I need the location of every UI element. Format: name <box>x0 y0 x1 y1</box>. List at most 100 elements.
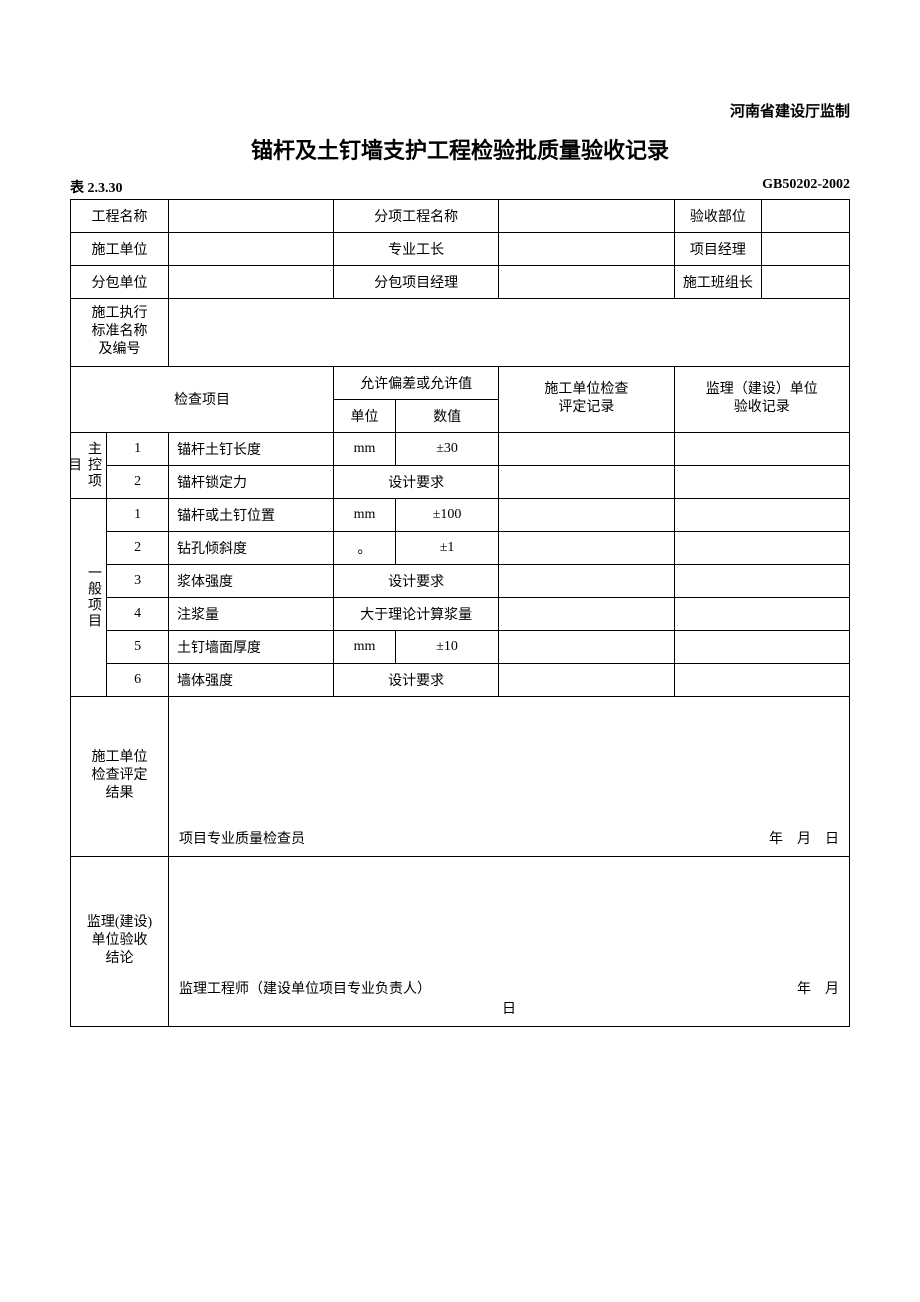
main-group-label: 主控项目 <box>71 432 107 498</box>
gen-check-4 <box>499 597 674 630</box>
gen-supervise-2 <box>674 531 849 564</box>
supervise-date-d: 日 <box>502 998 516 1018</box>
project-name-value <box>169 200 334 233</box>
main-check-2 <box>499 465 674 498</box>
foreman-label: 专业工长 <box>334 233 499 266</box>
gen-row-2: 2 钻孔倾斜度 。 ±1 <box>71 531 850 564</box>
main-row-1: 主控项目 1 锚杆土钉长度 mm ±30 <box>71 432 850 465</box>
gen-item-4: 注浆量 <box>169 597 334 630</box>
gen-supervise-1 <box>674 498 849 531</box>
construct-result-area: 项目专业质量检查员 年 月 日 <box>169 696 850 856</box>
accept-part-value <box>762 200 849 232</box>
subcontract-pm-value <box>499 266 674 299</box>
gen-value-2: ±1 <box>396 531 499 564</box>
construct-unit-value <box>169 233 334 266</box>
exec-standard-label: 施工执行标准名称及编号 <box>71 299 169 367</box>
value-header: 数值 <box>396 399 499 432</box>
gen-unit-1: mm <box>334 498 396 531</box>
foreman-value <box>499 233 674 266</box>
gen-check-2 <box>499 531 674 564</box>
gen-row-4: 4 注浆量 大于理论计算浆量 <box>71 597 850 630</box>
check-item-header: 检查项目 <box>71 366 334 432</box>
gen-check-6 <box>499 663 674 696</box>
construct-check-header: 施工单位检查评定记录 <box>499 366 674 432</box>
main-no-2: 2 <box>107 465 169 498</box>
supervise-check-header: 监理（建设）单位验收记录 <box>674 366 849 432</box>
gen-check-1 <box>499 498 674 531</box>
gen-check-3 <box>499 564 674 597</box>
main-value-1: ±30 <box>396 432 499 465</box>
gen-no-4: 4 <box>107 597 169 630</box>
gen-item-6: 墙体强度 <box>169 663 334 696</box>
gen-unit-5: mm <box>334 630 396 663</box>
inspection-table: 工程名称 分项工程名称 验收部位 施工单位 专业工长 项目经理 分包单位 分包项… <box>70 199 850 1027</box>
main-supervise-2 <box>674 465 849 498</box>
gen-supervise-5 <box>674 630 849 663</box>
gen-value-4: 大于理论计算浆量 <box>334 597 499 630</box>
supervise-result-area: 监理工程师（建设单位项目专业负责人） 年 月 日 <box>169 856 850 1026</box>
pm-label: 项目经理 <box>675 233 762 265</box>
main-row-2: 2 锚杆锁定力 设计要求 <box>71 465 850 498</box>
gen-row-6: 6 墙体强度 设计要求 <box>71 663 850 696</box>
footer-supervise-row: 监理(建设)单位验收结论 监理工程师（建设单位项目专业负责人） 年 月 日 <box>71 856 850 1026</box>
gen-value-1: ±100 <box>396 498 499 531</box>
sub-project-label: 分项工程名称 <box>334 200 499 233</box>
supervise-result-label: 监理(建设)单位验收结论 <box>71 856 169 1026</box>
gen-item-3: 浆体强度 <box>169 564 334 597</box>
subcontract-unit-label: 分包单位 <box>71 266 169 299</box>
pm-value <box>762 233 849 265</box>
construct-unit-label: 施工单位 <box>71 233 169 266</box>
gen-value-6: 设计要求 <box>334 663 499 696</box>
gen-supervise-6 <box>674 663 849 696</box>
gen-no-5: 5 <box>107 630 169 663</box>
tolerance-header: 允许偏差或允许值 <box>334 366 499 399</box>
column-header-row-1: 检查项目 允许偏差或允许值 施工单位检查评定记录 监理（建设）单位验收记录 <box>71 366 850 399</box>
general-group-label: 一般项目 <box>71 498 107 696</box>
page-title: 锚杆及土钉墙支护工程检验批质量验收记录 <box>70 133 850 165</box>
gen-no-1: 1 <box>107 498 169 531</box>
gen-no-3: 3 <box>107 564 169 597</box>
gen-value-3: 设计要求 <box>334 564 499 597</box>
header-row-3: 分包单位 分包项目经理 施工班组长 <box>71 266 850 299</box>
footer-construct-row: 施工单位检查评定结果 项目专业质量检查员 年 月 日 <box>71 696 850 856</box>
table-number: 表 2.3.30 <box>70 177 123 197</box>
unit-header: 单位 <box>334 399 396 432</box>
main-supervise-1 <box>674 432 849 465</box>
main-unit-1: mm <box>334 432 396 465</box>
main-value-2: 设计要求 <box>334 465 499 498</box>
gen-no-6: 6 <box>107 663 169 696</box>
construct-result-label: 施工单位检查评定结果 <box>71 696 169 856</box>
project-name-label: 工程名称 <box>71 200 169 233</box>
header-row-4: 施工执行标准名称及编号 <box>71 299 850 367</box>
main-check-1 <box>499 432 674 465</box>
subcontract-unit-value <box>169 266 334 299</box>
accept-part-label: 验收部位 <box>675 200 762 232</box>
exec-standard-value <box>169 299 850 367</box>
construct-date: 年 月 日 <box>769 828 839 848</box>
header-row-2: 施工单位 专业工长 项目经理 <box>71 233 850 266</box>
sub-project-value <box>499 200 674 233</box>
standard-code: GB50202-2002 <box>762 177 850 197</box>
construct-sig-label: 项目专业质量检查员 <box>179 828 769 848</box>
gen-item-5: 土钉墙面厚度 <box>169 630 334 663</box>
team-leader-label: 施工班组长 <box>675 266 762 298</box>
gen-row-3: 3 浆体强度 设计要求 <box>71 564 850 597</box>
gen-unit-2: 。 <box>334 531 396 564</box>
supervisor-label: 河南省建设厅监制 <box>70 100 850 121</box>
header-row-1: 工程名称 分项工程名称 验收部位 <box>71 200 850 233</box>
gen-value-5: ±10 <box>396 630 499 663</box>
gen-no-2: 2 <box>107 531 169 564</box>
gen-item-2: 钻孔倾斜度 <box>169 531 334 564</box>
gen-supervise-3 <box>674 564 849 597</box>
supervise-sig-label: 监理工程师（建设单位项目专业负责人） <box>179 978 797 998</box>
team-leader-value <box>762 266 849 298</box>
subcontract-pm-label: 分包项目经理 <box>334 266 499 299</box>
supervise-date-ym: 年 月 <box>797 978 839 998</box>
gen-row-1: 一般项目 1 锚杆或土钉位置 mm ±100 <box>71 498 850 531</box>
gen-check-5 <box>499 630 674 663</box>
gen-item-1: 锚杆或土钉位置 <box>169 498 334 531</box>
gen-supervise-4 <box>674 597 849 630</box>
main-no-1: 1 <box>107 432 169 465</box>
main-item-2: 锚杆锁定力 <box>169 465 334 498</box>
main-item-1: 锚杆土钉长度 <box>169 432 334 465</box>
